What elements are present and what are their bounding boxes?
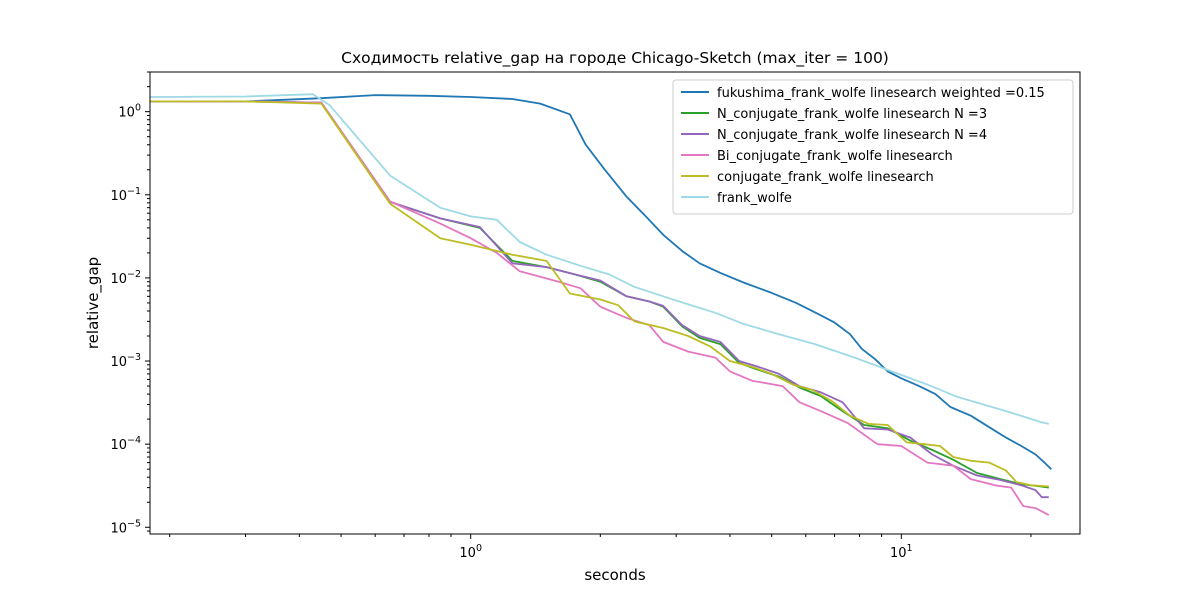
series-layer xyxy=(149,93,1052,516)
x-tick-label: 100 xyxy=(459,543,482,561)
y-tick-label: 10−4 xyxy=(110,435,141,453)
legend-box xyxy=(672,79,1074,215)
series-line-1 xyxy=(150,94,1052,470)
series-line-3 xyxy=(150,100,1049,499)
series-line-4 xyxy=(150,100,1050,516)
y-tick-label: 10−2 xyxy=(110,269,141,287)
y-tick-label: 100 xyxy=(118,103,141,121)
legend-label-1: fukushima_frank_wolfe linesearch weighte… xyxy=(717,86,1045,101)
y-axis-label: relative_gap xyxy=(84,257,103,349)
chart-title: Сходимость relative_gap на городе Chicag… xyxy=(341,49,889,68)
legend-label-4: Bi_conjugate_frank_wolfe linesearch xyxy=(717,149,953,164)
series-line-6 xyxy=(149,93,1050,425)
x-tick-label: 101 xyxy=(890,543,913,561)
plot-area-frame xyxy=(149,71,1081,535)
legend-label-2: N_conjugate_frank_wolfe linesearch N =3 xyxy=(717,107,987,122)
legend-label-5: conjugate_frank_wolfe linesearch xyxy=(717,170,934,185)
legend: fukushima_frank_wolfe linesearch weighte… xyxy=(672,79,1074,215)
y-axis-ticks: 10−5 10−4 10−3 10−2 10−1 100 xyxy=(110,71,150,536)
y-tick-label: 10−1 xyxy=(110,186,141,204)
y-tick-label: 10−3 xyxy=(110,352,141,370)
series-line-5 xyxy=(150,100,1049,488)
x-axis-label: seconds xyxy=(584,566,645,584)
legend-label-6: frank_wolfe xyxy=(717,191,792,206)
legend-label-3: N_conjugate_frank_wolfe linesearch N =4 xyxy=(717,128,987,143)
y-tick-label: 10−5 xyxy=(110,518,141,536)
